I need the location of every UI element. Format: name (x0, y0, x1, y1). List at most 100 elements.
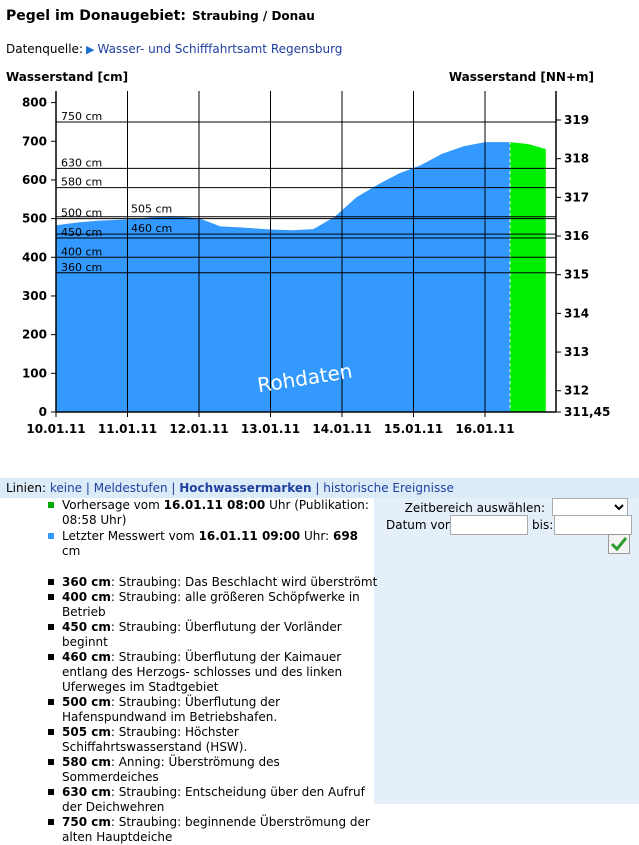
date-from-input[interactable] (450, 515, 528, 535)
list-item: 500 cm: Straubing: Überflutung der Hafen… (48, 695, 378, 725)
y-tick-label-right: 314 (564, 306, 589, 320)
reference-line-label: 400 cm (61, 245, 102, 258)
x-tick-label: 11.01.11 (98, 422, 157, 436)
mark-text: 400 cm: Straubing: alle größeren Schöpfw… (62, 590, 378, 620)
bullet-icon (48, 789, 54, 795)
mark-value: 630 cm (62, 785, 111, 799)
forecast-area (510, 142, 546, 412)
list-item: 360 cm: Straubing: Das Beschlacht wird ü… (48, 575, 378, 590)
measured-area (56, 142, 510, 412)
y-axis-left-title: Wasserstand [cm] (6, 70, 128, 84)
legend-forecast-text: Vorhersage vom 16.01.11 08:00 Uhr (Publi… (62, 498, 374, 528)
y-tick-label-left: 100 (22, 366, 47, 380)
reference-line-label: 630 cm (61, 156, 102, 169)
mark-text: 460 cm: Straubing: Überflutung der Kaima… (62, 650, 378, 695)
bullet-icon (48, 654, 54, 660)
y-tick-label-right: 312 (564, 384, 589, 398)
mark-description: : Straubing: alle größeren Schöpfwerke i… (62, 590, 360, 619)
title-text: Pegel im Donaugebiet: (6, 8, 186, 24)
reference-line-label: 580 cm (61, 176, 102, 189)
x-tick-label: 10.01.11 (26, 422, 85, 436)
list-item: 400 cm: Straubing: alle größeren Schöpfw… (48, 590, 378, 620)
mark-value: 450 cm (62, 620, 111, 634)
mark-value: 505 cm (62, 725, 111, 739)
date-to-label: bis: (532, 518, 554, 532)
mark-description: : Straubing: Überflutung der Hafenspundw… (62, 695, 281, 724)
blue-square-icon (48, 533, 54, 539)
y-tick-label-left: 200 (22, 328, 47, 342)
bullet-icon (48, 624, 54, 630)
water-level-chart: Wasserstand [cm] Wasserstand [NN+m] 10.01.… (6, 70, 610, 436)
y-tick-label-left: 400 (22, 250, 47, 264)
bullet-icon (48, 759, 54, 765)
y-tick-label-right: 319 (564, 113, 589, 127)
measure-mid: Uhr: (303, 529, 330, 543)
forecast-date: 16.01.11 08:00 (163, 498, 266, 512)
submit-button[interactable] (608, 534, 630, 554)
date-from-label: Datum von: (386, 518, 457, 532)
mark-text: 450 cm: Straubing: Überflutung der Vorlä… (62, 620, 378, 650)
source-link[interactable]: Wasser- und Schifffahrtsamt Regensburg (97, 42, 343, 56)
mark-value: 580 cm (62, 755, 111, 769)
list-item: 460 cm: Straubing: Überflutung der Kaima… (48, 650, 378, 695)
mark-description: : Straubing: Höchster Schiffahrtswassers… (62, 725, 248, 754)
mark-value: 750 cm (62, 815, 111, 829)
list-item: 505 cm: Straubing: Höchster Schiffahrtsw… (48, 725, 378, 755)
mark-text: 580 cm: Anning: Überströmung des Sommerd… (62, 755, 378, 785)
range-select[interactable] (552, 498, 628, 516)
y-tick-label-right: 317 (564, 190, 589, 204)
forecast-post: Uhr (Publikation: 08:58 Uhr) (62, 498, 369, 527)
mark-value: 400 cm (62, 590, 111, 604)
mark-text: 750 cm: Straubing: beginnende Überströmu… (62, 815, 378, 845)
list-item: 630 cm: Straubing: Entscheidung über den… (48, 785, 378, 815)
reference-line-label: 450 cm (61, 226, 102, 239)
mark-value: 500 cm (62, 695, 111, 709)
mark-text: 630 cm: Straubing: Entscheidung über den… (62, 785, 378, 815)
x-tick-label: 16.01.11 (455, 422, 514, 436)
legend-measurement: Letzter Messwert vom 16.01.11 09:00 Uhr:… (48, 529, 374, 559)
mark-text: 505 cm: Straubing: Höchster Schiffahrtsw… (62, 725, 378, 755)
bullet-icon (48, 699, 54, 705)
measure-date: 16.01.11 09:00 (198, 529, 301, 543)
reference-line-label: 460 cm (131, 222, 172, 235)
mark-text: 360 cm: Straubing: Das Beschlacht wird ü… (62, 575, 378, 590)
mark-description: : Straubing: Das Beschlacht wird überstr… (110, 575, 378, 589)
lines-separator: | (167, 481, 180, 495)
x-tick-label: 15.01.11 (384, 422, 443, 436)
bullet-icon (48, 729, 54, 735)
source-label: Datenquelle: (6, 42, 83, 56)
forecast-pre: Vorhersage vom (62, 498, 160, 512)
legend-forecast: Vorhersage vom 16.01.11 08:00 Uhr (Publi… (48, 498, 374, 528)
y-tick-label-left: 600 (22, 173, 47, 187)
list-item: 580 cm: Anning: Überströmung des Sommerd… (48, 755, 378, 785)
lines-link-historic-events[interactable]: historische Ereignisse (323, 481, 454, 495)
bullet-icon (48, 819, 54, 825)
x-tick-label: 13.01.11 (241, 422, 300, 436)
y-tick-label-left: 500 (22, 212, 47, 226)
lines-prefix: Linien: (6, 481, 46, 495)
checkmark-icon (611, 537, 627, 551)
lines-link-flood-marks[interactable]: Hochwassermarken (179, 481, 312, 495)
lines-link-alarm-levels[interactable]: Meldestufen (93, 481, 168, 495)
page-title: Pegel im Donaugebiet: Straubing / Donau (6, 8, 315, 24)
mark-description: : Straubing: Überflutung der Kaimauer en… (62, 650, 343, 694)
x-tick-label: 14.01.11 (312, 422, 371, 436)
mark-value: 360 cm (62, 575, 111, 589)
date-to-input[interactable] (554, 515, 632, 535)
list-item: 450 cm: Straubing: Überflutung der Vorlä… (48, 620, 378, 650)
y-tick-label-left: 300 (22, 289, 47, 303)
legend-measurement-text: Letzter Messwert vom 16.01.11 09:00 Uhr:… (62, 529, 374, 559)
flood-marks-list: 360 cm: Straubing: Das Beschlacht wird ü… (48, 575, 378, 845)
reference-line-label: 500 cm (61, 207, 102, 220)
station-name: Straubing / Donau (191, 9, 315, 23)
mark-description: : Straubing: Überflutung der Vorländer b… (62, 620, 342, 649)
lines-separator: | (311, 481, 324, 495)
reference-line-label: 360 cm (61, 261, 102, 274)
y-tick-label-left: 700 (22, 134, 47, 148)
lines-separator: | (82, 481, 94, 495)
lines-link-none[interactable]: keine (49, 481, 83, 495)
y-tick-label-right: 315 (564, 268, 589, 282)
date-range-panel: Zeitbereich auswählen: Datum von: bis: (374, 498, 639, 804)
list-item: 750 cm: Straubing: beginnende Überströmu… (48, 815, 378, 845)
bullet-icon (48, 579, 54, 585)
